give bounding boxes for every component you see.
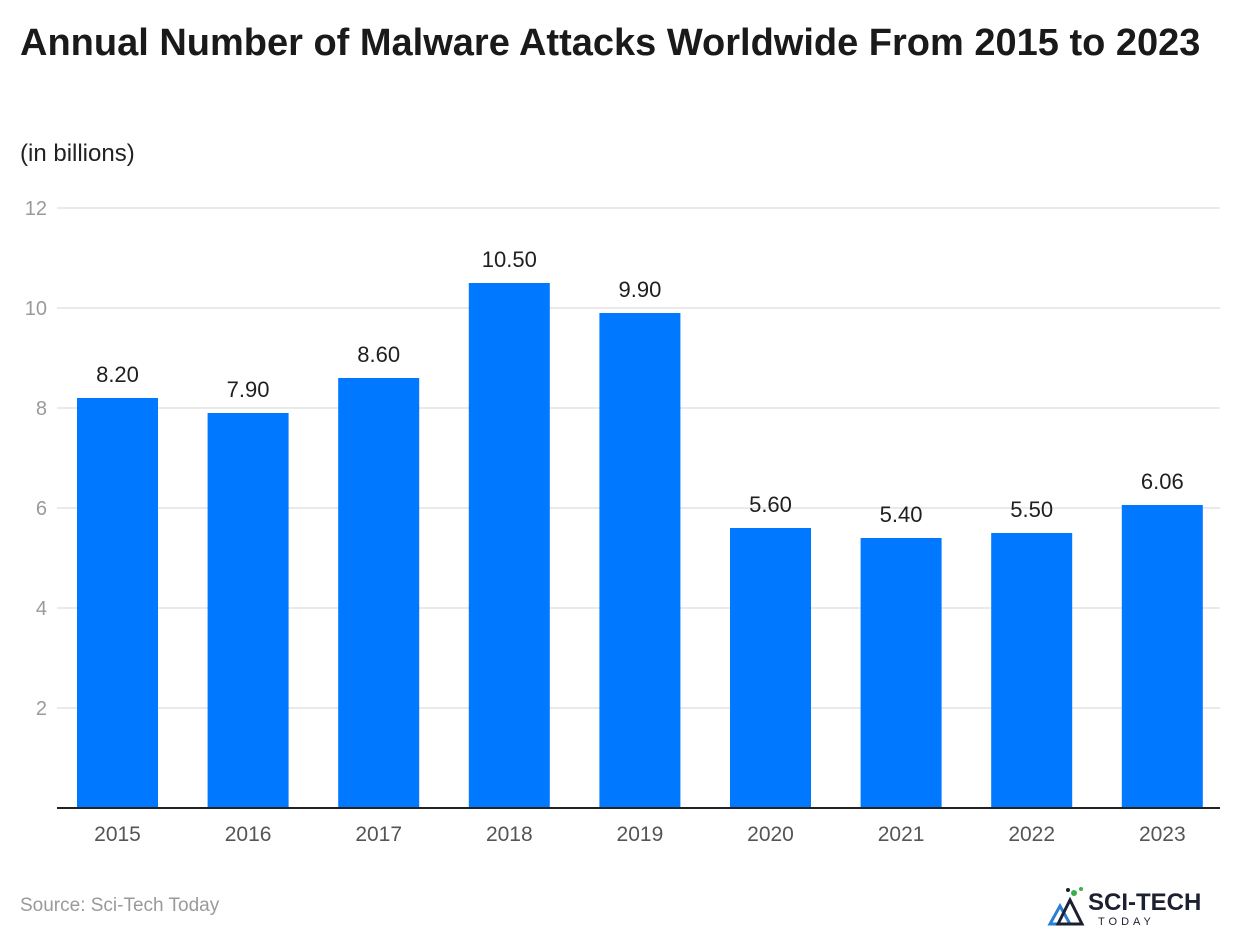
logo-subtext: TODAY	[1098, 916, 1155, 928]
bar-2021	[860, 538, 942, 808]
y-tick-label: 12	[25, 198, 47, 220]
x-tick-label: 2016	[225, 823, 272, 846]
data-label-2016: 7.90	[227, 377, 270, 402]
chart-subtitle: (in billions)	[20, 140, 135, 167]
bar-2022	[991, 533, 1073, 808]
axes: 2 4 6 8 10 12 2015 2016 2017 2018 2019 2020 2021 2022…	[25, 198, 1220, 846]
data-label-2015: 8.20	[96, 362, 139, 387]
x-tick-label: 2017	[355, 823, 402, 846]
x-tick-label: 2018	[486, 823, 533, 846]
y-tick-label: 6	[36, 498, 47, 520]
y-tick-label: 4	[36, 598, 47, 620]
data-label-2018: 10.50	[482, 247, 537, 272]
data-label-2023: 6.06	[1141, 469, 1184, 494]
y-tick-label: 8	[36, 398, 47, 420]
data-label-2019: 9.90	[618, 277, 661, 302]
data-label-2020: 5.60	[749, 492, 792, 517]
bar-2016	[207, 413, 289, 808]
y-tick-label: 2	[36, 698, 47, 720]
data-label-2022: 5.50	[1010, 497, 1053, 522]
x-tick-label: 2022	[1008, 823, 1055, 846]
sci-tech-logo: SCI-TECH TODAY	[1047, 887, 1201, 928]
x-tick-label: 2021	[878, 823, 925, 846]
bar-2017	[338, 378, 420, 808]
bar-2023	[1121, 505, 1203, 808]
logo-text: SCI-TECH	[1088, 889, 1201, 916]
data-label-2021: 5.40	[880, 502, 923, 527]
bar-2018	[468, 283, 550, 808]
x-tick-label: 2019	[617, 823, 664, 846]
x-tick-label: 2023	[1139, 823, 1186, 846]
bar-2019	[599, 313, 681, 808]
bar-chart: 8.20 7.90 8.60 10.50 9.90 5.60 5.40 5.50 6.06 2 4…	[25, 198, 1220, 846]
chart-title: Annual Number of Malware Attacks Worldwi…	[20, 22, 1201, 64]
logo-mark-icon	[1047, 887, 1085, 926]
bar-2020	[730, 528, 811, 808]
data-label-2017: 8.60	[357, 342, 400, 367]
source-note: Source: Sci-Tech Today	[20, 895, 220, 916]
bars	[77, 283, 1203, 808]
y-tick-label: 10	[25, 298, 47, 320]
x-tick-label: 2020	[747, 823, 794, 846]
data-labels: 8.20 7.90 8.60 10.50 9.90 5.60 5.40 5.50 6.06	[96, 247, 1184, 527]
bar-2015	[77, 398, 158, 808]
x-tick-label: 2015	[94, 823, 141, 846]
